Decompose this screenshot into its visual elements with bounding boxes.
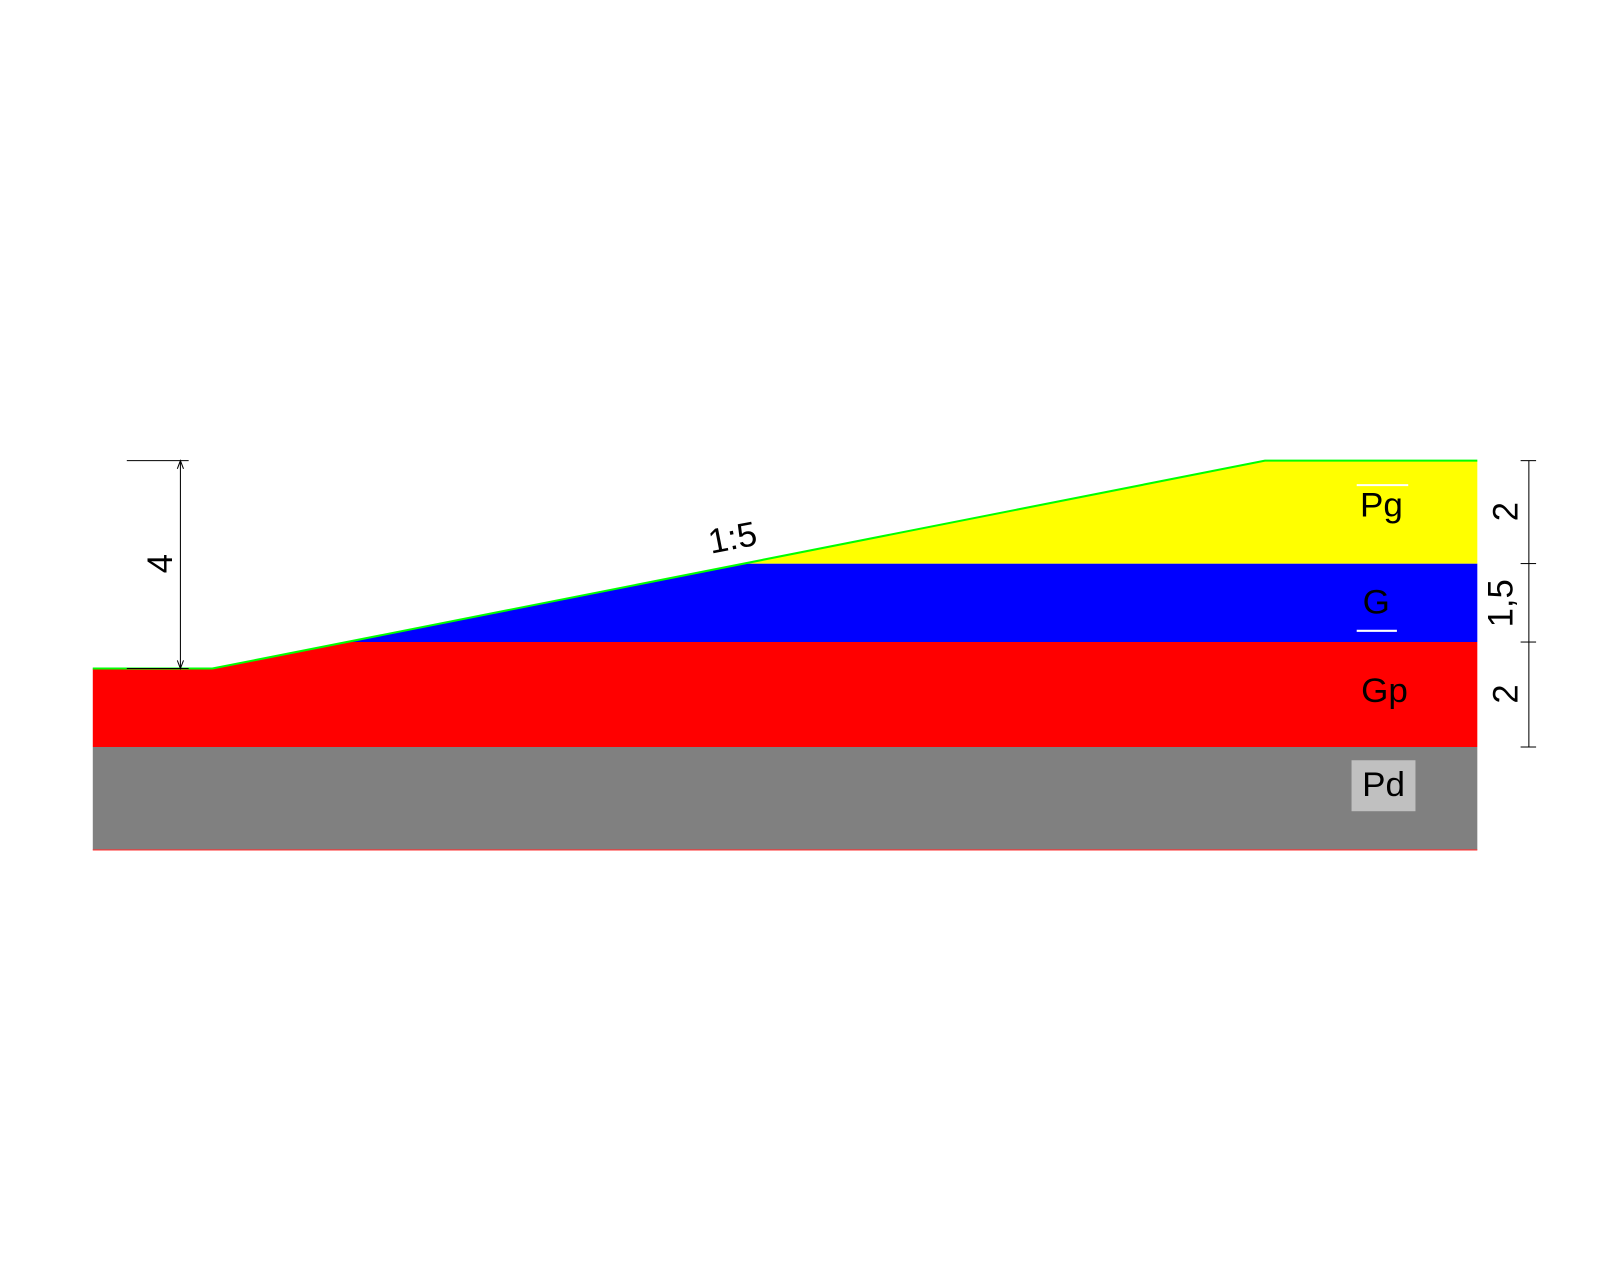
- layer-gp: [92, 642, 1478, 748]
- layer-label: Gp: [1361, 671, 1408, 710]
- layer-label: G: [1363, 583, 1390, 622]
- height-dimension-lines: [126, 459, 189, 670]
- layer-g: [350, 563, 1478, 643]
- layer-dimension-lines: [1520, 460, 1537, 748]
- layer-dimension-label: 1,5: [1481, 579, 1520, 627]
- layer-label: Pd: [1362, 765, 1405, 804]
- layer-dimension-label: 2: [1486, 502, 1525, 521]
- label-box: [1351, 760, 1416, 812]
- layer-dimension-label: 2: [1486, 684, 1525, 703]
- layer-label: Pg: [1360, 486, 1403, 525]
- height-label: 4: [141, 554, 180, 573]
- layer-pg: [740, 460, 1478, 564]
- slope-label: 1:5: [705, 514, 760, 561]
- layer-pd: [92, 747, 1478, 850]
